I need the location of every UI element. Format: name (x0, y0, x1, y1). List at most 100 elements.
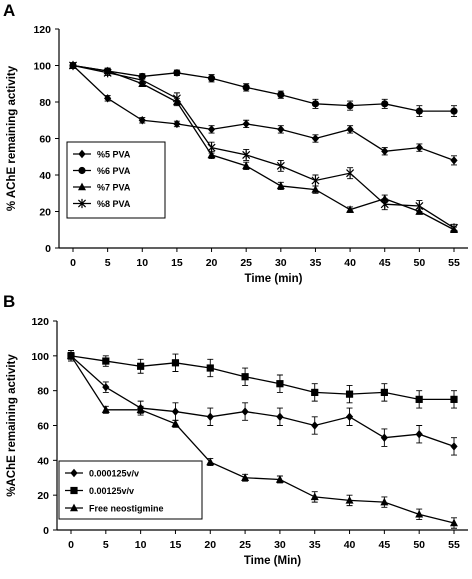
data-point (137, 362, 145, 370)
x-tick-label: 5 (103, 539, 109, 551)
data-point (207, 150, 216, 159)
y-tick-label: 20 (37, 490, 49, 502)
data-point (241, 407, 249, 416)
x-tick-label: 0 (68, 539, 74, 551)
y-tick-label: 120 (31, 316, 49, 328)
data-point (380, 497, 389, 506)
data-point (102, 382, 110, 392)
data-point (242, 83, 250, 91)
data-point (171, 359, 180, 367)
data-point (346, 102, 354, 110)
data-point (276, 380, 284, 388)
x-tick-label: 35 (309, 539, 321, 551)
y-tick-label: 0 (43, 525, 49, 537)
series-1 (67, 350, 458, 456)
data-point (242, 119, 250, 129)
data-point (171, 419, 180, 427)
legend-marker (78, 149, 86, 159)
data-point (449, 223, 459, 233)
y-tick-label: 40 (39, 170, 51, 182)
x-tick-label: 30 (274, 539, 286, 551)
legend-label: 0.00125v/v (89, 486, 134, 496)
x-tick-label: 40 (344, 539, 356, 551)
data-point (380, 194, 389, 202)
data-point (277, 91, 285, 99)
data-point (172, 93, 181, 103)
data-point (136, 405, 145, 414)
data-point (102, 357, 110, 365)
y-tick-label: 60 (39, 134, 51, 146)
data-point (415, 509, 424, 518)
y-tick-label: 60 (37, 421, 49, 433)
x-tick-label: 50 (413, 539, 425, 551)
series-line (72, 64, 455, 229)
panel-a: A 0 20 40 60 80 100 120 0 5 10 15 20 25 30 35 40 45 50 55%… (3, 1, 468, 285)
data-point (415, 107, 423, 115)
data-point (415, 430, 423, 439)
legend-marker (78, 182, 86, 191)
data-point (450, 395, 458, 403)
data-point (173, 69, 181, 77)
data-point (277, 125, 285, 134)
x-tick-label: 40 (344, 257, 356, 269)
series-line (70, 355, 454, 401)
data-point (311, 421, 319, 430)
x-tick-label: 20 (206, 257, 218, 269)
data-point (276, 412, 284, 421)
legend-label: %8 PVA (97, 199, 131, 209)
data-point (311, 134, 320, 143)
series-line (72, 64, 455, 231)
y-tick-label: 0 (45, 243, 51, 255)
x-tick-label: 55 (448, 257, 460, 269)
data-point (242, 150, 251, 160)
legend-label: 0.000125v/v (89, 469, 139, 479)
legend-marker (77, 198, 87, 209)
y-tick-label: 120 (33, 24, 51, 36)
y-tick-label: 20 (39, 207, 51, 219)
data-point (241, 473, 250, 481)
data-point (68, 60, 78, 71)
data-point (450, 518, 458, 527)
data-point (310, 492, 319, 501)
data-point (207, 74, 216, 82)
data-point (138, 116, 146, 125)
data-point (104, 94, 112, 103)
data-point (381, 147, 389, 156)
series-line (70, 355, 455, 448)
data-point (450, 442, 458, 451)
x-tick-label: 45 (379, 539, 391, 551)
legend-marker (78, 166, 86, 175)
data-point (380, 388, 388, 397)
y-axis-title: % AChE remaining activity (6, 65, 18, 211)
legend-label: %5 PVA (97, 150, 131, 160)
x-tick-label: 10 (136, 257, 148, 269)
x-tick-label: 50 (414, 257, 426, 269)
data-point (206, 412, 214, 421)
data-point (380, 433, 388, 442)
data-point (206, 457, 215, 466)
data-point (345, 412, 354, 421)
data-point (415, 395, 423, 403)
data-point (346, 125, 354, 134)
x-tick-label: 20 (204, 539, 216, 551)
data-point (346, 205, 355, 213)
data-point (171, 407, 180, 416)
data-point (415, 143, 423, 152)
legend-marker (70, 503, 78, 512)
data-point (381, 100, 389, 108)
legend: %5 PVA %6 PVA %7 PVA %8 PVA (66, 141, 166, 219)
data-point (380, 199, 389, 209)
data-point (311, 100, 320, 108)
series-3 (67, 351, 458, 529)
data-point (345, 495, 354, 504)
data-point (207, 143, 216, 153)
data-point (242, 161, 251, 170)
x-tick-label: 25 (239, 539, 251, 551)
data-point (311, 175, 320, 186)
legend-marker (70, 486, 78, 495)
data-point (173, 119, 181, 129)
panel-letter: A (3, 1, 15, 20)
data-point (138, 75, 147, 85)
data-point (275, 475, 284, 483)
